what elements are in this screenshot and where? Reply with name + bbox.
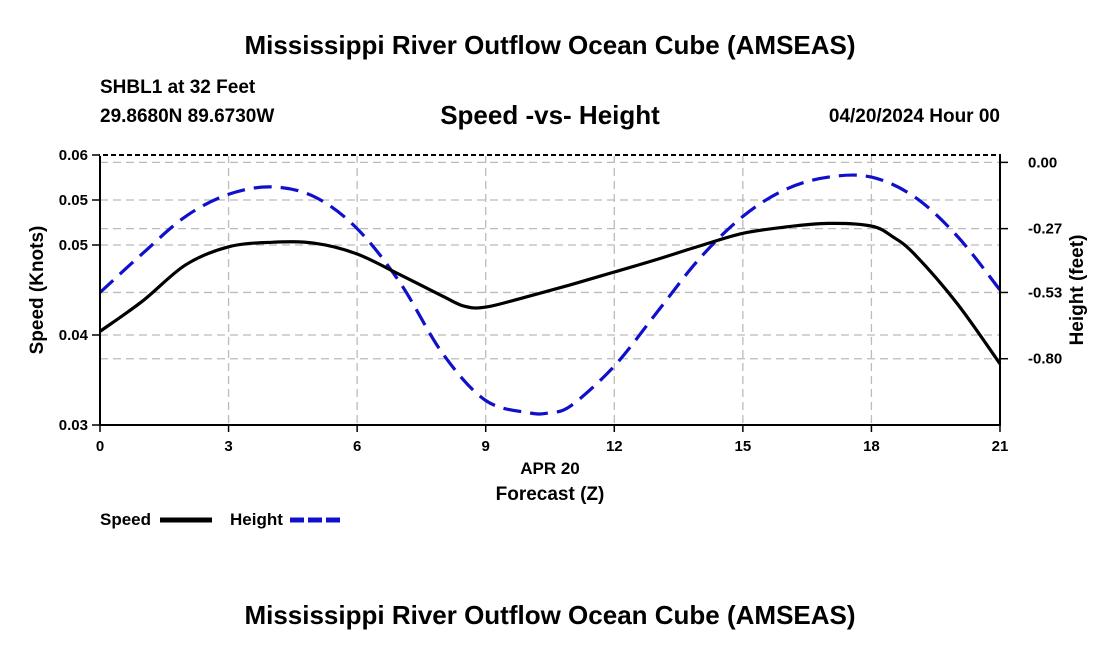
- y2-tick-label: -0.27: [1028, 221, 1062, 238]
- y2-tick-label: 0.00: [1028, 154, 1057, 171]
- x-tick-label: 9: [482, 438, 490, 455]
- x-tick-label: 0: [96, 438, 104, 455]
- x-axis-date-label: APR 20: [520, 459, 580, 478]
- chart-title: Speed -vs- Height: [440, 100, 660, 130]
- y-tick-label: 0.05: [59, 237, 88, 254]
- y-tick-label: 0.04: [59, 327, 89, 344]
- y-tick-label: 0.03: [59, 417, 88, 434]
- x-tick-label: 3: [224, 438, 232, 455]
- station-name: SHBL1 at 32 Feet: [100, 77, 256, 98]
- x-tick-label: 18: [863, 438, 880, 455]
- forecast-date: 04/20/2024 Hour 00: [828, 106, 1000, 127]
- x-tick-label: 6: [353, 438, 361, 455]
- x-tick-label: 12: [606, 438, 623, 455]
- y2-tick-label: -0.80: [1028, 351, 1062, 368]
- legend-speed-label: Speed: [100, 510, 151, 529]
- y2-tick-label: -0.53: [1028, 284, 1062, 301]
- x-axis-label: Forecast (Z): [496, 484, 605, 505]
- height-series-line: [98, 173, 1002, 416]
- x-tick-label: 21: [992, 438, 1009, 455]
- station-coordinates: 29.8680N 89.6730W: [100, 106, 275, 127]
- y-tick-label: 0.06: [59, 147, 88, 164]
- legend-height-label: Height: [230, 510, 283, 529]
- y-tick-label: 0.05: [59, 192, 88, 209]
- main-title: Mississippi River Outflow Ocean Cube (AM…: [244, 30, 856, 60]
- x-tick-label: 15: [735, 438, 752, 455]
- bottom-title: Mississippi River Outflow Ocean Cube (AM…: [244, 600, 856, 630]
- y-axis-label: Speed (Knots): [27, 226, 48, 355]
- speed-series-line: [99, 221, 1002, 365]
- legend: Speed Height: [100, 510, 342, 529]
- y2-axis-label: Height (feet): [1067, 235, 1088, 346]
